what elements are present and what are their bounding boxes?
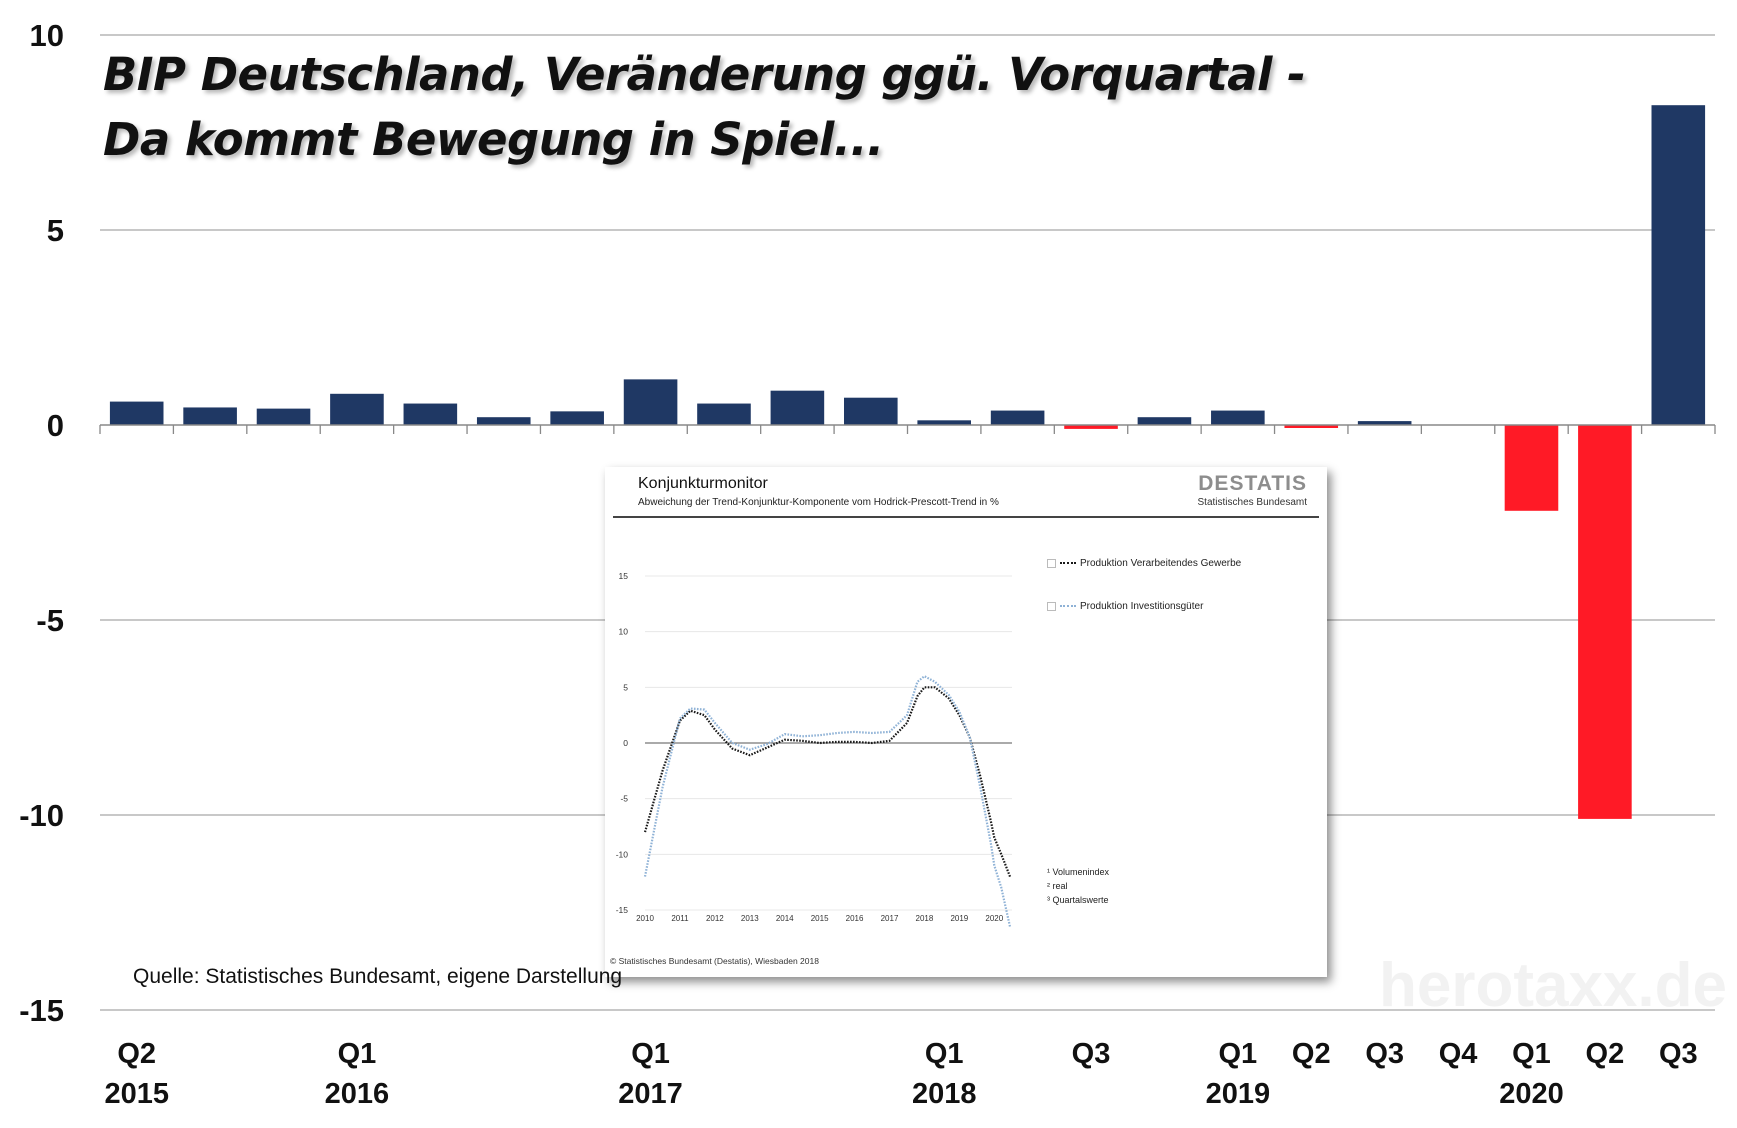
inset-subtitle: Abweichung der Trend-Konjunktur-Komponen… [638,497,999,508]
inset-x-tick-label: 2017 [881,914,899,923]
legend-checkbox-icon [1047,601,1056,611]
inset-x-tick-label: 2019 [950,914,968,923]
bar [330,393,384,425]
legend-label: Produktion Verarbeitendes Gewerbe [1080,558,1242,569]
inset-legend-item: Produktion Investitionsgüter [1047,601,1203,612]
inset-x-tick-label: 2011 [671,914,689,923]
x-year-label: 2016 [325,1078,390,1110]
bar [844,397,898,425]
destatis-logo-subtitle: Statistisches Bundesamt [1197,497,1308,508]
watermark: herotaxx.de [1378,951,1727,1020]
y-tick-label: 10 [30,18,64,53]
inset-x-tick-label: 2018 [916,914,934,923]
x-year-label: 2020 [1499,1078,1564,1110]
inset-legend-item: Produktion Verarbeitendes Gewerbe [1047,558,1241,569]
bar [1651,105,1706,425]
inset-series-line [643,674,1012,927]
bar [770,390,825,425]
bar [623,379,678,425]
x-year-label: 2017 [618,1078,683,1110]
inset-y-tick-label: 15 [619,571,629,581]
inset-y-tick-label: -10 [616,849,629,859]
bar [256,408,311,425]
inset-y-tick-label: 0 [623,738,628,748]
inset-note: ¹ Volumenindex [1047,867,1110,877]
y-tick-label: -15 [19,993,64,1028]
bar [990,410,1045,425]
x-quarter-label: Q1 [925,1038,964,1070]
bar [1064,425,1118,429]
inset-title: Konjunkturmonitor [638,475,768,492]
x-quarter-label: Q1 [1218,1038,1257,1070]
source-note: Quelle: Statistisches Bundesamt, eigene … [133,965,623,988]
bar [1357,421,1412,425]
x-quarter-label: Q4 [1439,1038,1478,1070]
y-tick-label: 0 [47,408,64,443]
bar [1504,425,1559,511]
x-quarter-label: Q3 [1072,1038,1111,1070]
y-tick-label: -10 [19,798,64,833]
bar [550,411,604,425]
x-quarter-label: Q3 [1365,1038,1404,1070]
y-tick-label: 5 [47,213,64,248]
x-quarter-label: Q3 [1659,1038,1698,1070]
inset-x-tick-label: 2012 [706,914,724,923]
bar [476,417,531,425]
inset-x-tick-label: 2010 [636,914,654,923]
inset-x-tick-label: 2013 [741,914,759,923]
legend-line-icon [1060,562,1076,565]
inset-x-tick-label: 2014 [776,914,794,923]
chart-title-line-1: BIP Deutschland, Veränderung ggü. Vorqua… [103,48,1306,101]
inset-divider [613,516,1319,518]
inset-y-tick-label: 10 [619,627,629,637]
inset-line-chart: 15 10 5 0 -5 -10 -15 2010 2011 2012 2013 2014 2015 20… [616,571,1012,927]
inset-x-tick-label: 2016 [846,914,864,923]
chart-title-line-2: Da kommt Bewegung in Spiel... [103,113,884,166]
legend-checkbox-icon [1047,558,1056,568]
x-year-label: 2015 [104,1078,169,1110]
inset-note: ³ Quartalswerte [1047,895,1109,905]
x-quarter-label: Q1 [338,1038,377,1070]
bar [697,403,751,425]
bar [917,420,971,425]
inset-y-tick-label: -5 [620,794,628,804]
inset-footer: © Statistisches Bundesamt (Destatis), Wi… [610,956,819,966]
bar [1284,425,1339,428]
legend-line-icon [1060,605,1076,608]
x-quarter-label: Q1 [631,1038,670,1070]
bar [183,407,237,425]
inset-y-tick-label: 5 [623,682,628,692]
bar [1211,410,1265,425]
x-quarter-label: Q2 [117,1038,156,1070]
x-year-label: 2018 [912,1078,977,1110]
inset-note: ² real [1047,881,1068,891]
konjunkturmonitor-inset: 15 10 5 0 -5 -10 -15 2010 2011 2012 2013 2014 2015 20… [605,467,1327,977]
bar [1137,417,1192,425]
inset-x-tick-label: 2015 [811,914,829,923]
x-year-label: 2019 [1206,1078,1271,1110]
inset-y-tick-label: -15 [616,905,629,915]
y-tick-label: -5 [36,603,64,638]
legend-label: Produktion Investitionsgüter [1080,601,1204,612]
x-quarter-label: Q1 [1512,1038,1551,1070]
bar [403,403,458,425]
inset-series-line [643,686,1012,877]
bar [109,401,164,425]
destatis-logo: DESTATIS [1198,472,1307,495]
bar [1578,425,1632,819]
x-quarter-label: Q2 [1586,1038,1625,1070]
x-quarter-label: Q2 [1292,1038,1331,1070]
inset-x-tick-label: 2020 [985,914,1003,923]
